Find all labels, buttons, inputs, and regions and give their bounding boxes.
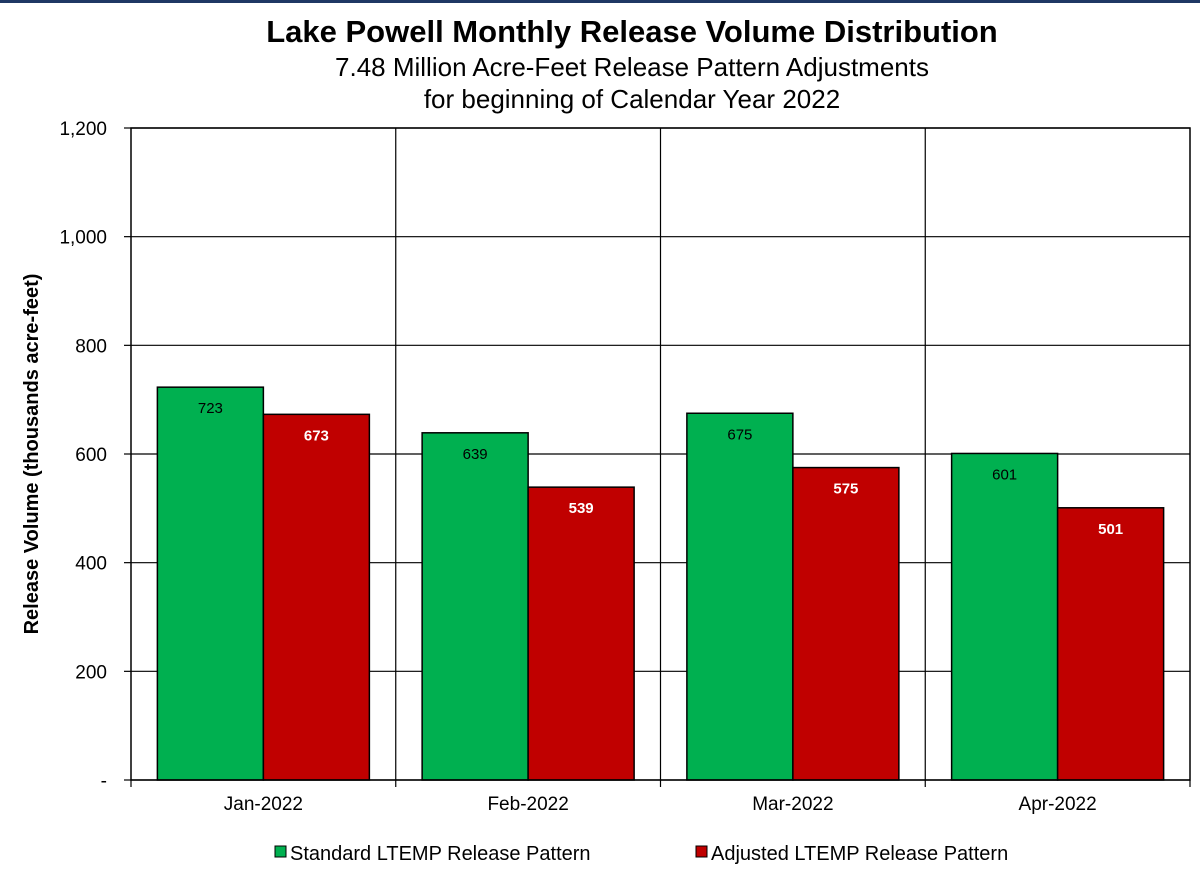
y-tick-label: 200 [75,662,107,683]
x-tick-labels: Jan-2022 Feb-2022 Mar-2022 Apr-2022 [130,780,1191,815]
legend-swatch-standard [274,845,287,858]
top-rule [0,0,1200,3]
y-tick-label: 1,000 [59,228,107,249]
chart-title: Lake Powell Monthly Release Volume Distr… [266,14,998,49]
data-label-adjusted: 575 [833,481,858,498]
data-label-adjusted: 673 [304,427,329,444]
bar-adjusted [262,413,371,781]
bar-standard [950,452,1059,781]
y-axis-title: Release Volume (thousands acre-feet) [21,274,43,635]
bar-adjusted [792,466,900,781]
data-label-standard: 723 [198,400,223,417]
x-tick-label: Jan-2022 [224,794,303,815]
data-label-standard: 601 [992,466,1017,483]
bar-standard [156,386,265,781]
x-tick-label: Apr-2022 [1019,794,1097,815]
bar-adjusted [527,486,635,781]
x-tick-label: Feb-2022 [487,794,568,815]
chart-subtitle-line-1: 7.48 Million Acre-Feet Release Pattern A… [335,52,929,82]
y-tick-labels: - 200 400 600 800 1,000 1,200 [59,119,131,792]
y-tick-label: - [101,771,107,792]
bars: 723 673 639 539 675 575 601 501 [156,386,1165,781]
data-label-standard: 675 [727,426,752,443]
legend-swatch-adjusted [695,845,708,858]
data-label-adjusted: 501 [1098,521,1123,538]
chart-subtitle-line-2: for beginning of Calendar Year 2022 [424,84,840,114]
y-tick-label: 600 [75,445,107,466]
legend-label-standard: Standard LTEMP Release Pattern [290,843,591,865]
y-tick-label: 400 [75,554,107,575]
legend-label-adjusted: Adjusted LTEMP Release Pattern [711,843,1008,865]
bar-adjusted [1056,507,1165,781]
y-tick-label: 1,200 [59,119,107,140]
bar-standard [421,432,529,781]
data-label-adjusted: 539 [569,500,594,517]
y-tick-label: 800 [75,336,107,357]
legend: Standard LTEMP Release Pattern Adjusted … [274,843,1008,865]
bar-standard [686,412,794,781]
data-label-standard: 639 [463,446,488,463]
x-tick-label: Mar-2022 [752,794,833,815]
